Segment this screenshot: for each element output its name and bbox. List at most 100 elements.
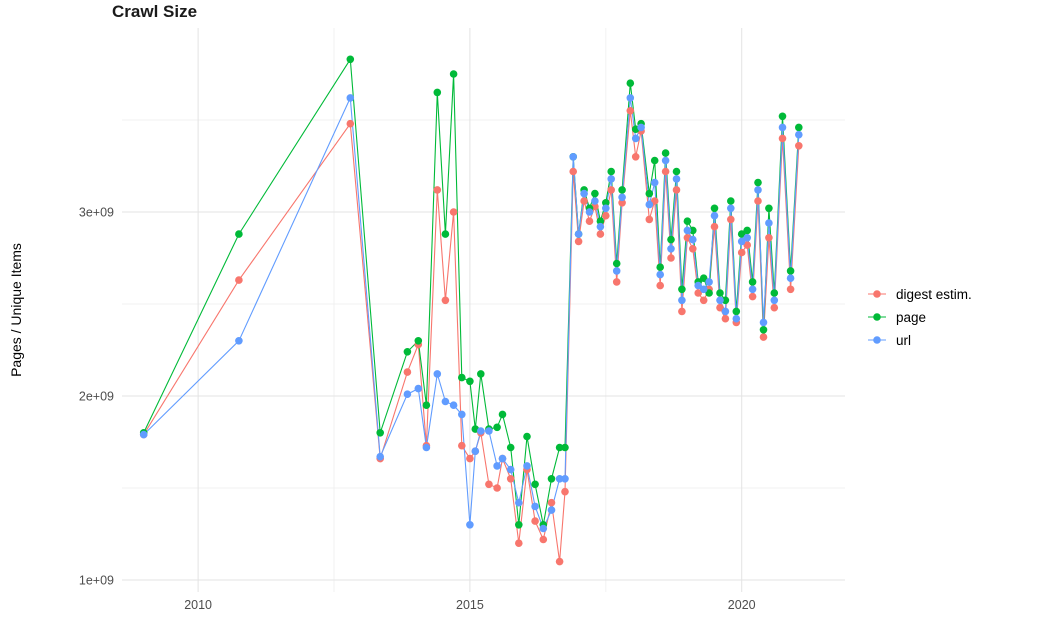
data-point-url <box>569 153 577 161</box>
data-point-url <box>748 285 757 294</box>
x-tick-label: 2020 <box>728 598 756 612</box>
data-point-url <box>574 230 583 238</box>
data-point-digest-estim- <box>531 517 539 525</box>
data-point-digest-estim- <box>485 480 493 489</box>
data-point-page <box>689 226 697 235</box>
data-point-digest-estim- <box>710 222 719 231</box>
legend-item-digest-estim-: digest estim. <box>866 286 972 302</box>
data-point-page <box>754 178 762 187</box>
data-point-url <box>585 208 594 216</box>
series-line-digest-estim- <box>143 110 800 562</box>
data-point-digest-estim- <box>449 208 458 216</box>
data-point-digest-estim- <box>346 119 355 128</box>
data-point-url <box>743 234 751 242</box>
data-point-digest-estim- <box>765 234 773 242</box>
data-point-digest-estim- <box>547 498 556 507</box>
data-point-digest-estim- <box>585 217 594 225</box>
data-point-url <box>515 498 523 507</box>
data-point-digest-estim- <box>672 186 681 194</box>
data-point-url <box>786 274 795 283</box>
data-point-page <box>547 475 556 483</box>
data-point-page <box>515 521 523 529</box>
legend-key-icon <box>868 313 886 321</box>
data-point-url <box>678 296 686 305</box>
data-point-url <box>471 447 480 456</box>
data-point-page <box>602 199 610 207</box>
data-point-page <box>555 443 564 452</box>
data-point-url <box>672 175 681 183</box>
data-point-digest-estim- <box>759 333 768 341</box>
data-point-digest-estim- <box>555 557 564 566</box>
legend-item-url: url <box>866 332 972 348</box>
data-point-url <box>493 462 501 470</box>
data-point-page <box>414 337 423 345</box>
data-point-url <box>727 204 735 213</box>
x-tick-label: 2015 <box>456 598 484 612</box>
data-point-page <box>433 88 442 97</box>
data-point-digest-estim- <box>721 314 730 323</box>
data-point-url <box>547 506 556 514</box>
data-point-digest-estim- <box>607 186 615 194</box>
data-point-url <box>458 410 466 419</box>
data-point-page <box>743 226 751 235</box>
data-point-url <box>656 270 664 279</box>
data-point-url <box>645 200 654 209</box>
data-point-page <box>656 263 664 272</box>
data-point-digest-estim- <box>656 281 664 290</box>
data-point-digest-estim- <box>795 142 803 150</box>
data-point-digest-estim- <box>235 276 243 284</box>
data-point-digest-estim- <box>689 245 697 253</box>
data-point-digest-estim- <box>661 167 670 176</box>
data-point-url <box>506 465 515 474</box>
data-point-url <box>498 454 507 463</box>
legend-label: url <box>896 332 912 348</box>
y-tick-label: 3e+09 <box>79 206 114 220</box>
data-point-page <box>759 326 768 334</box>
data-point-page <box>778 112 787 121</box>
data-point-digest-estim- <box>645 215 654 224</box>
data-point-url <box>591 197 599 205</box>
data-point-digest-estim- <box>596 230 605 238</box>
data-point-digest-estim- <box>580 197 588 205</box>
data-point-url <box>555 475 564 483</box>
data-point-digest-estim- <box>612 278 621 286</box>
data-point-digest-estim- <box>602 211 610 220</box>
data-point-url <box>441 397 450 406</box>
legend-key-icon <box>868 290 886 298</box>
data-point-digest-estim- <box>737 248 746 257</box>
data-point-url <box>523 462 531 470</box>
data-point-digest-estim- <box>466 454 474 463</box>
data-point-page <box>650 156 659 165</box>
data-point-page <box>458 373 466 382</box>
data-point-page <box>795 123 803 132</box>
data-point-digest-estim- <box>667 254 675 262</box>
data-point-digest-estim- <box>778 134 787 143</box>
data-point-digest-estim- <box>754 197 762 205</box>
data-point-digest-estim- <box>748 292 757 301</box>
data-point-url <box>376 452 385 461</box>
data-point-url <box>414 384 423 393</box>
data-point-digest-estim- <box>631 153 640 161</box>
data-point-digest-estim- <box>574 237 583 246</box>
data-point-url <box>422 443 431 452</box>
data-point-page <box>498 410 507 419</box>
data-point-url <box>716 296 724 305</box>
data-point-url <box>403 390 412 399</box>
data-point-page <box>466 377 474 386</box>
data-point-url <box>765 219 773 227</box>
data-point-url <box>485 427 493 435</box>
data-point-page <box>727 197 735 205</box>
data-point-page <box>422 401 431 410</box>
data-point-page <box>737 230 746 238</box>
data-point-digest-estim- <box>694 289 702 297</box>
data-point-url <box>235 337 243 345</box>
data-point-url <box>721 307 730 316</box>
y-tick-label: 2e+09 <box>79 390 114 404</box>
data-point-digest-estim- <box>716 303 724 312</box>
data-point-digest-estim- <box>539 535 548 544</box>
data-point-url <box>612 267 621 275</box>
data-point-page <box>493 423 501 432</box>
data-point-page <box>441 230 450 238</box>
data-point-page <box>449 70 458 78</box>
